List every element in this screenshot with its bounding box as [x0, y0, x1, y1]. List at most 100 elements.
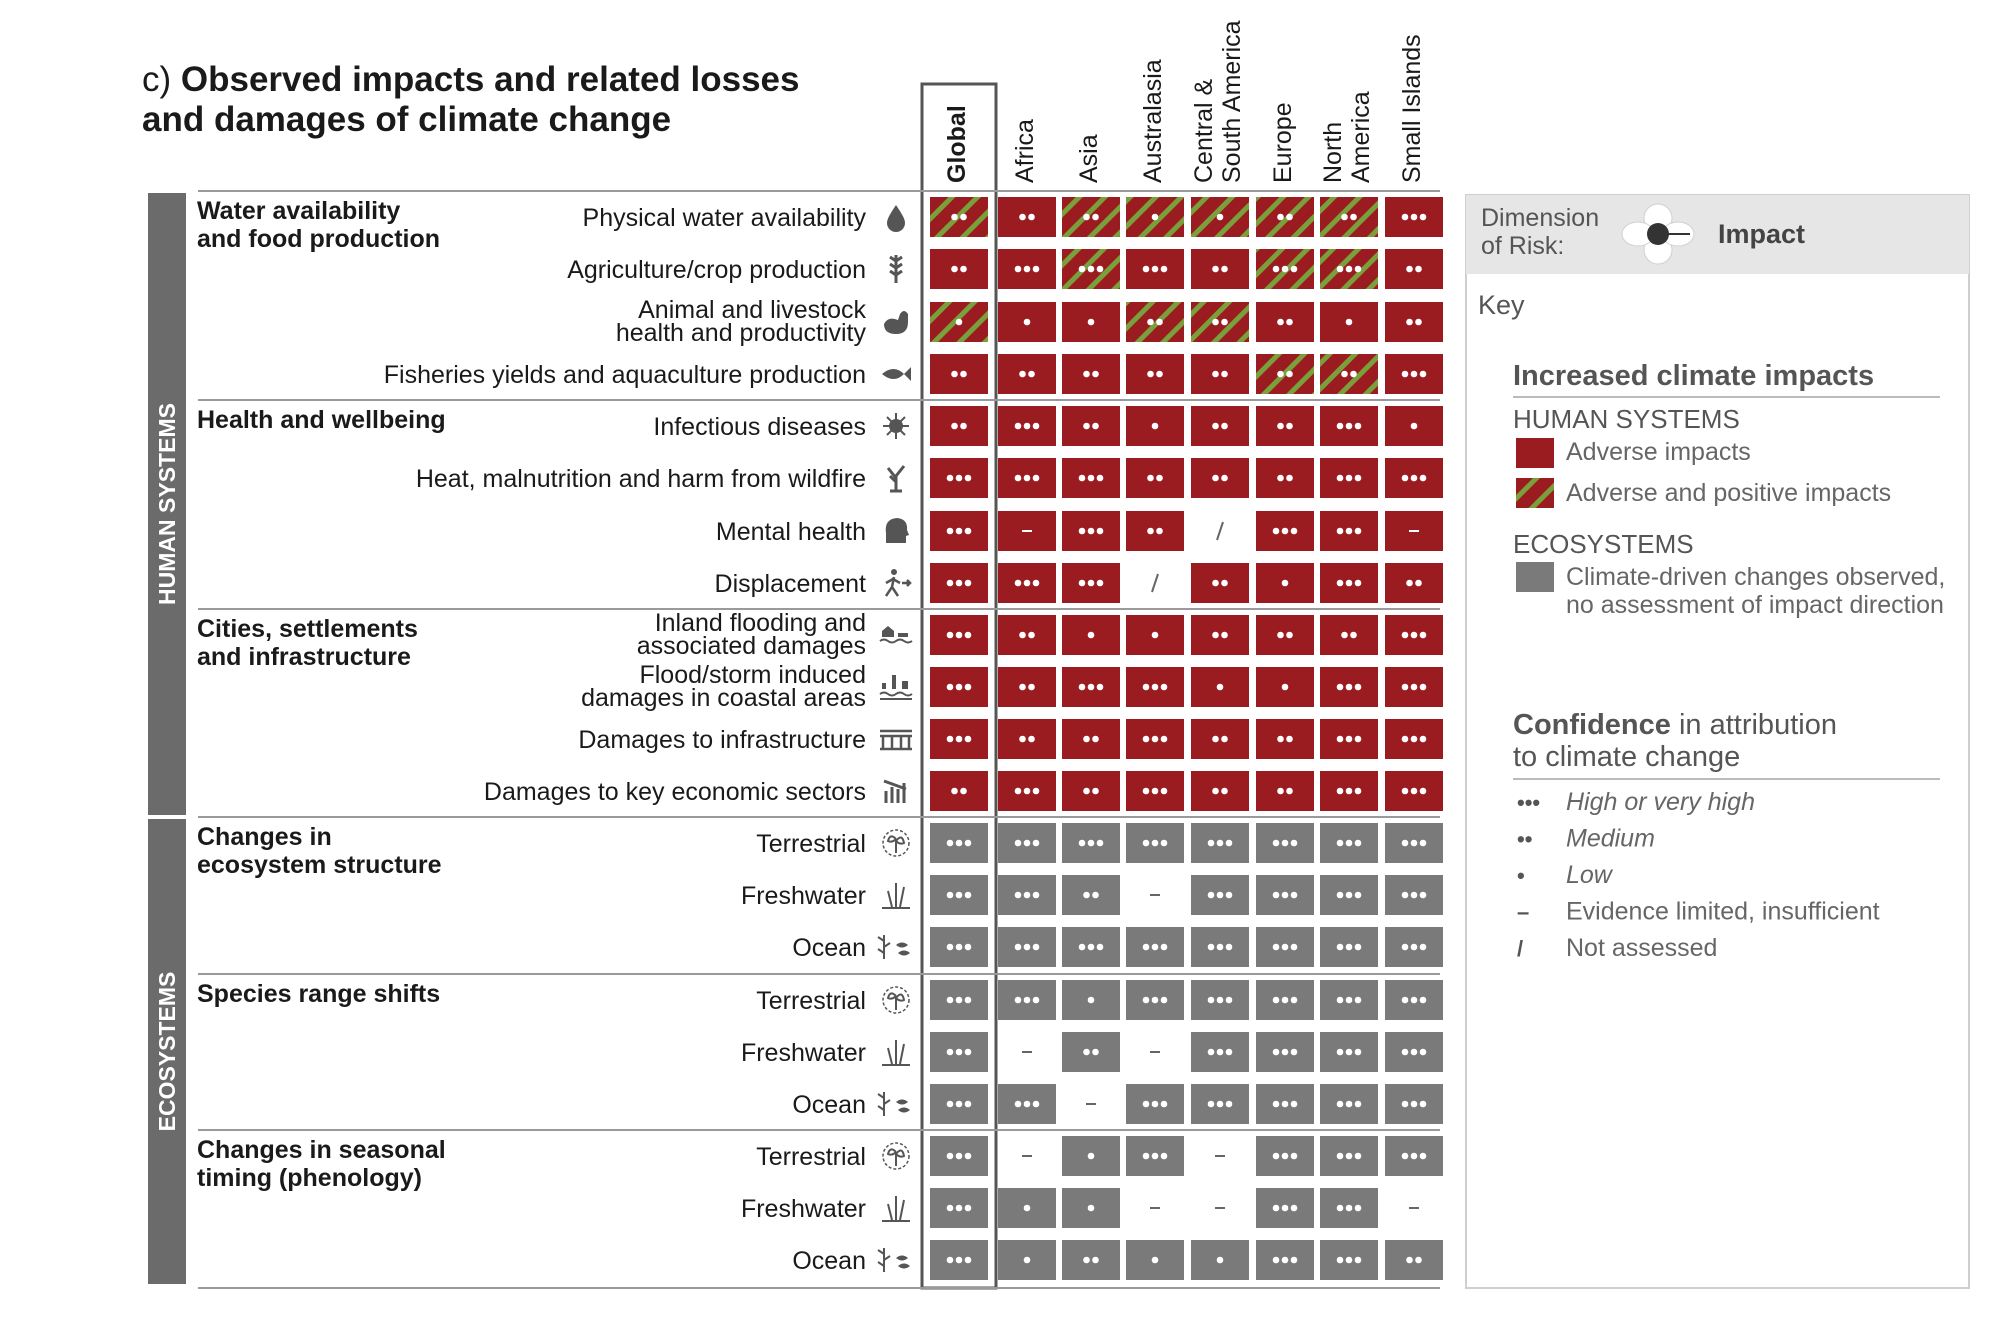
- confidence-dot: [1354, 527, 1362, 535]
- column-header: Small Islands: [1398, 34, 1426, 183]
- group-label: and infrastructure: [197, 643, 411, 671]
- row-label: Freshwater: [741, 1195, 866, 1223]
- confidence-dot: [1336, 839, 1344, 847]
- freshwater-icon: [882, 1040, 910, 1066]
- matrix-cell: [1320, 197, 1378, 237]
- matrix-cell: [998, 1084, 1056, 1124]
- matrix-cell: [930, 406, 988, 446]
- confidence-dot: [1281, 579, 1289, 587]
- confidence-dot: [1354, 265, 1362, 273]
- confidence-dot: [1019, 631, 1026, 639]
- confidence-dot: [1336, 787, 1344, 795]
- confidence-dot: [1350, 213, 1357, 221]
- matrix-cell: [1151, 573, 1159, 593]
- matrix-cell: [1320, 875, 1378, 915]
- confidence-dot: [1096, 943, 1104, 951]
- confidence-dot: [1221, 370, 1228, 378]
- band-label: HUMAN SYSTEMS: [154, 403, 180, 605]
- confidence-dot: [1160, 839, 1168, 847]
- confidence-dot: [1096, 527, 1104, 535]
- wildfire-icon: [886, 465, 906, 493]
- matrix-cell: [1320, 302, 1378, 342]
- cell-fill: [1256, 771, 1314, 811]
- confidence-dot: [1354, 1256, 1362, 1264]
- confidence-dot: [1225, 1100, 1233, 1108]
- confidence-dot: [1216, 1256, 1224, 1264]
- confidence-dot: [1401, 213, 1409, 221]
- row-label: Ocean: [792, 1091, 866, 1119]
- not-assessed-mark: [1151, 573, 1159, 593]
- confidence-dot: [1277, 422, 1284, 430]
- chicken-icon: [884, 311, 908, 334]
- confidence-dot: [1281, 943, 1289, 951]
- freshwater-icon: [882, 883, 910, 909]
- matrix-cell: [930, 302, 988, 342]
- confidence-dot: [1345, 265, 1353, 273]
- cell-fill: [1256, 197, 1314, 237]
- confidence-dot: [1345, 527, 1353, 535]
- matrix-cell: [1385, 354, 1443, 394]
- confidence-dot: [1014, 265, 1022, 273]
- confidence-dot: [1410, 1100, 1418, 1108]
- matrix-cell: [1191, 980, 1249, 1020]
- matrix-cell: [1062, 511, 1120, 551]
- confidence-dot: [1290, 891, 1298, 899]
- matrix-cell: [998, 1240, 1056, 1280]
- confidence-dot: [1290, 943, 1298, 951]
- cell-fill: [1062, 719, 1120, 759]
- confidence-dot: [1406, 318, 1413, 326]
- matrix-cell: [1385, 302, 1443, 342]
- cell-fill: [1191, 406, 1249, 446]
- matrix-cell: [1256, 1136, 1314, 1176]
- matrix-cell: [1385, 771, 1443, 811]
- adverse-positive-label: Adverse and positive impacts: [1566, 479, 1891, 507]
- row-label: Displacement: [715, 570, 867, 598]
- confidence-dot: [1212, 787, 1219, 795]
- confidence-dot: [1272, 1048, 1280, 1056]
- confidence-dot: [1096, 265, 1104, 273]
- matrix-cell: [1191, 302, 1249, 342]
- confidence-dot: [1336, 422, 1344, 430]
- confidence-dot: [1290, 265, 1298, 273]
- confidence-dot: [1023, 996, 1031, 1004]
- ecosystem-label: no assessment of impact direction: [1566, 591, 1944, 619]
- confidence-dot: [1078, 474, 1086, 482]
- confidence-dot: [951, 422, 958, 430]
- confidence-dot: [955, 683, 963, 691]
- confidence-dot: [1096, 579, 1104, 587]
- confidence-dot: [1216, 891, 1224, 899]
- confidence-dot: [1225, 891, 1233, 899]
- confidence-dot: [1023, 891, 1031, 899]
- confidence-dot: [1028, 735, 1035, 743]
- confidence-dot: [1281, 1100, 1289, 1108]
- cell-fill: [1126, 511, 1184, 551]
- confidence-dot: [946, 527, 954, 535]
- row-label: Damages to key economic sectors: [484, 778, 866, 806]
- matrix-cell: [1320, 667, 1378, 707]
- confidence-dot: [1092, 213, 1099, 221]
- confidence-dot: [1410, 422, 1418, 430]
- confidence-dot: [964, 527, 972, 535]
- figure-title-line2: and damages of climate change: [142, 100, 672, 139]
- confidence-dot: [1419, 735, 1427, 743]
- confidence-dot: [1142, 735, 1150, 743]
- confidence-dot: [1023, 787, 1031, 795]
- confidence-dot: [1281, 1152, 1289, 1160]
- confidence-dot: [964, 1100, 972, 1108]
- matrix-cell: [1191, 823, 1249, 863]
- group-label: timing (phenology): [197, 1164, 422, 1192]
- confidence-dot: [1410, 474, 1418, 482]
- confidence-dot: [964, 1152, 972, 1160]
- row-label: health and productivity: [616, 319, 867, 347]
- cell-fill: [1320, 354, 1378, 394]
- confidence-dot: [964, 631, 972, 639]
- matrix-cell: [1256, 1032, 1314, 1072]
- confidence-dot: [946, 1152, 954, 1160]
- confidence-dot: [1336, 1100, 1344, 1108]
- confidence-dot: [1345, 735, 1353, 743]
- row-label: Infectious diseases: [653, 413, 866, 441]
- confidence-dot: [1345, 579, 1353, 587]
- confidence-dot: [1023, 474, 1031, 482]
- row-label: Ocean: [792, 1247, 866, 1275]
- confidence-dot: [955, 527, 963, 535]
